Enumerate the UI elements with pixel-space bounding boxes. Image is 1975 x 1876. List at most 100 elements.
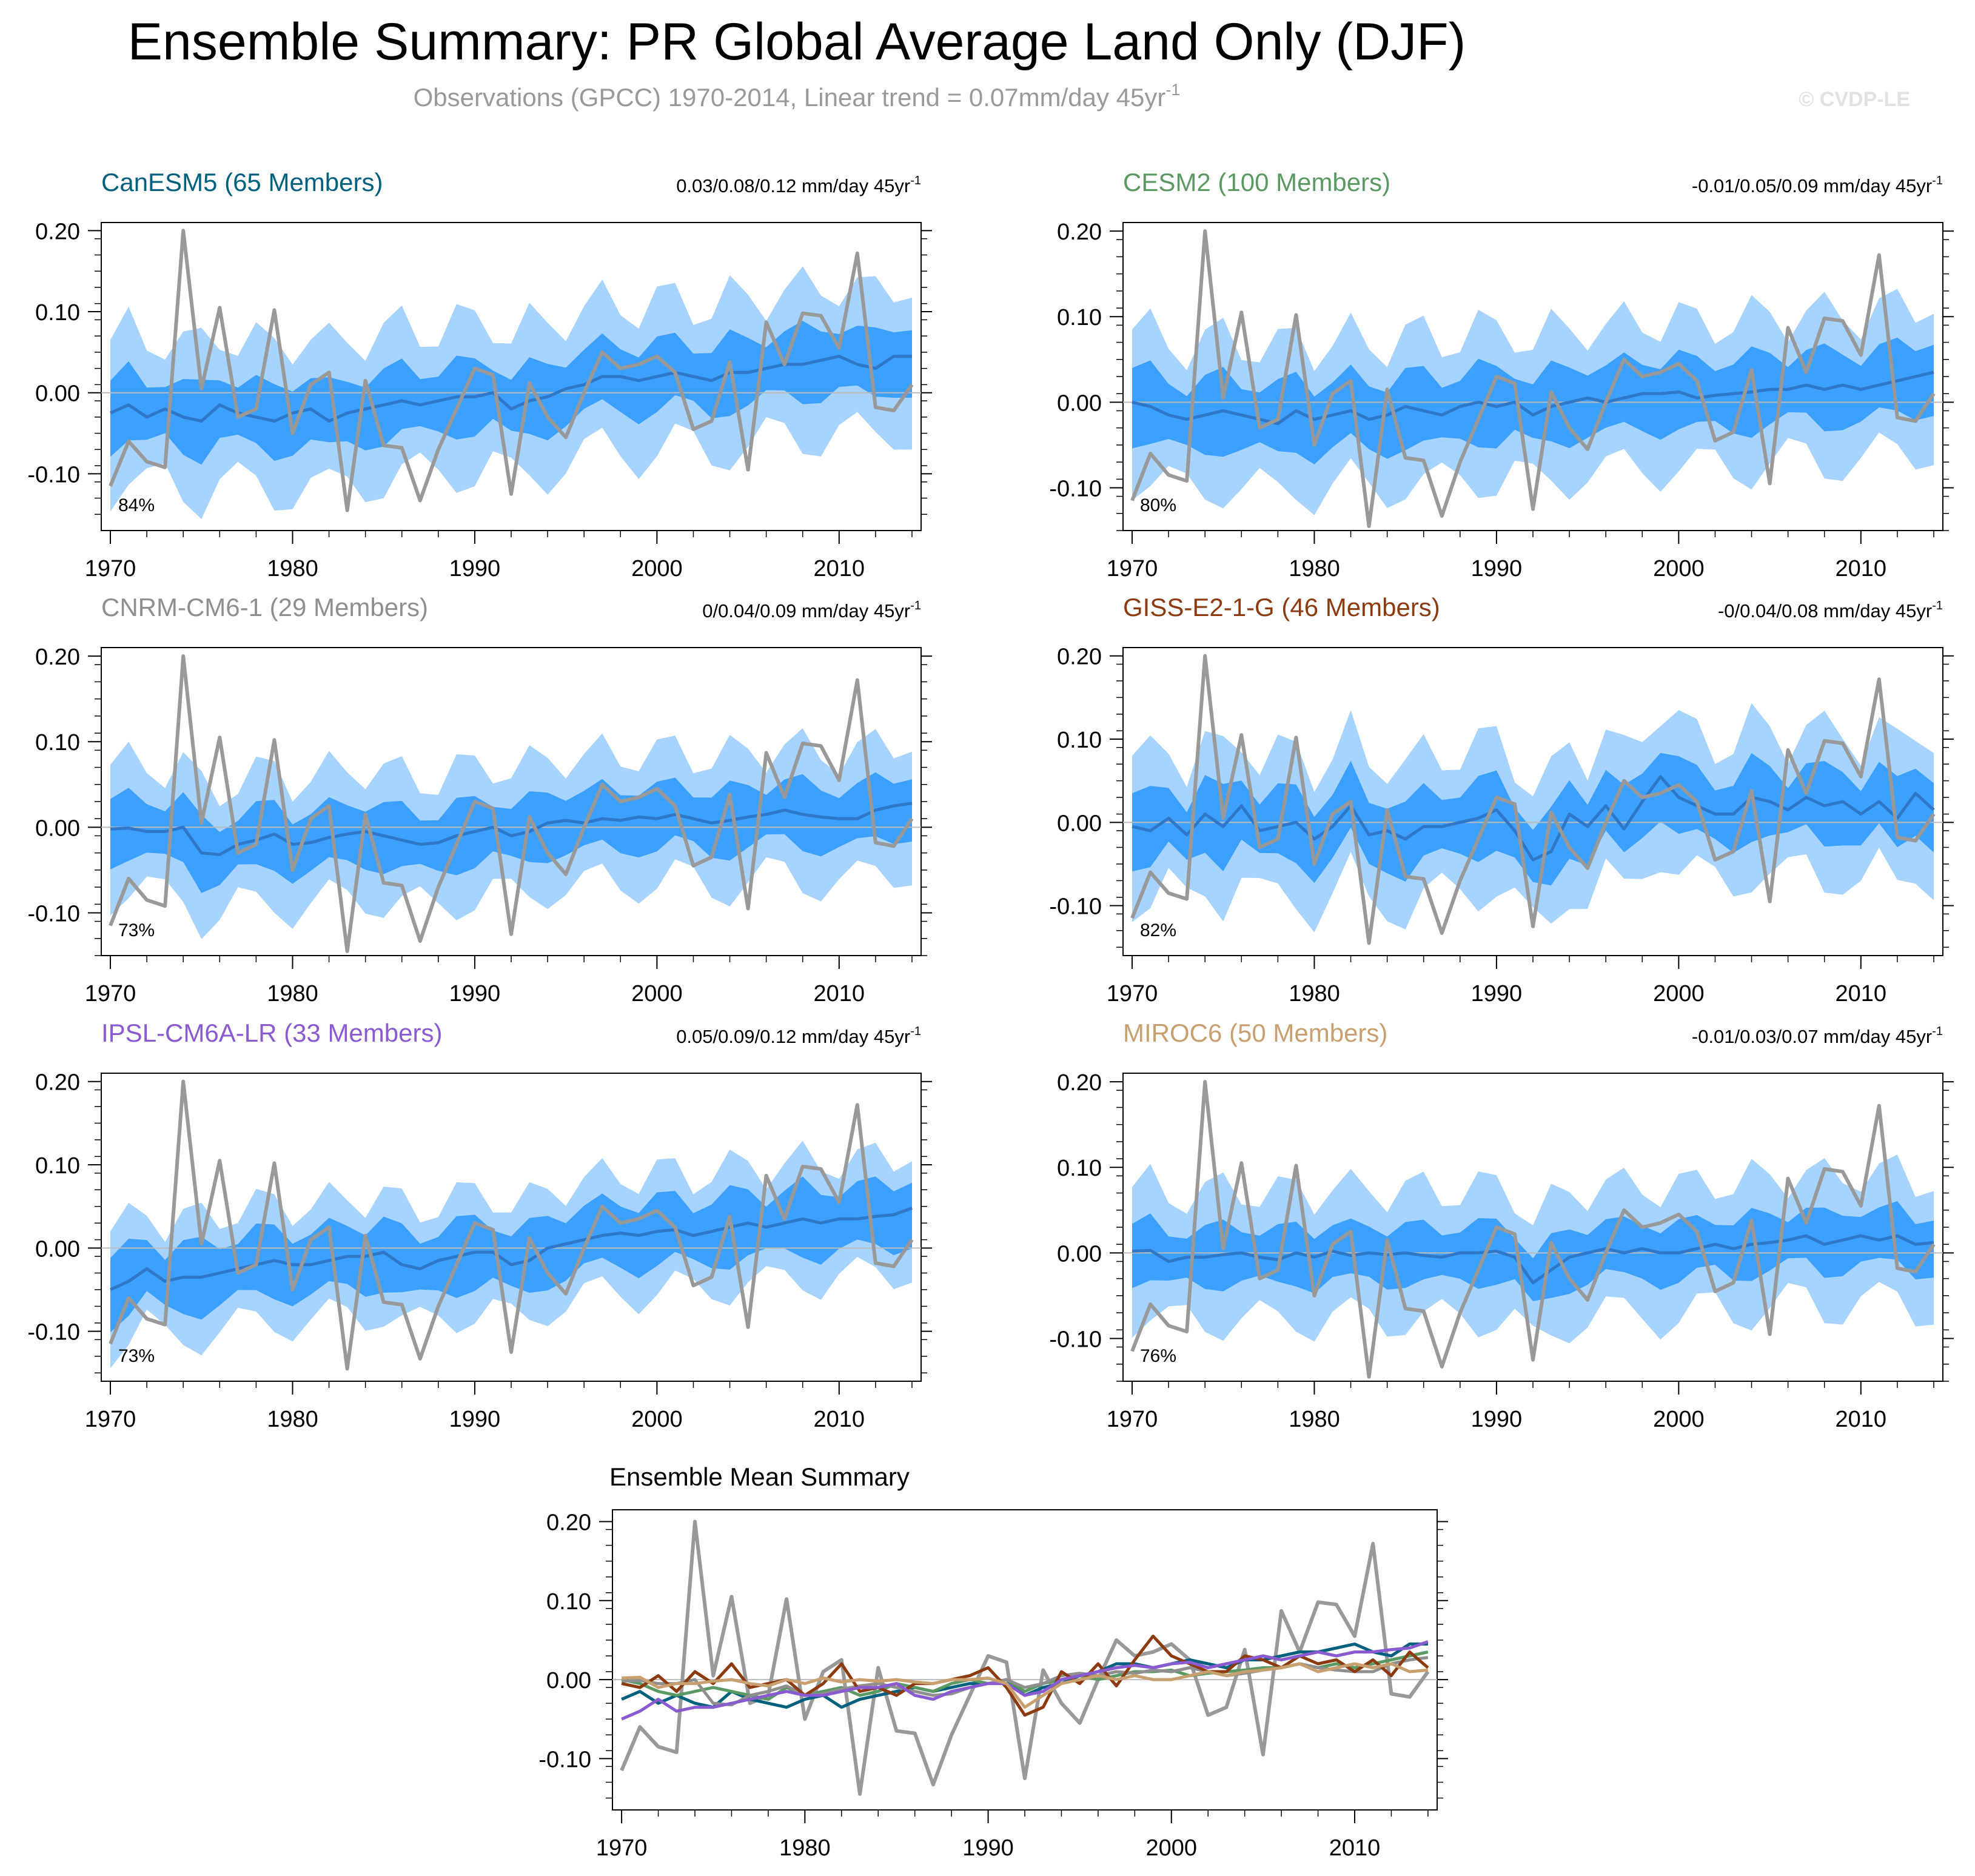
panel-4-xtick-label: 2010 [1836,981,1887,1007]
summary-panel-series-6 [621,1662,1429,1709]
panel-4-xtick-label: 2000 [1653,981,1705,1007]
subtitle-main: Observations (GPCC) 1970-2014, Linear tr… [414,83,1166,112]
panel-6-trend-label: -0.01/0.03/0.07 mm/day 45yr-1 [1692,1025,1943,1047]
panel-2-xtick-label: 2000 [1653,556,1705,581]
panel-6-ytick-label: 0.20 [1057,1070,1102,1096]
panel-3-xtick-label: 1980 [267,981,318,1007]
panel-5-xtick-label: 2010 [814,1407,865,1432]
panel-6-inner-band [1132,1201,1934,1301]
panel-1-xtick-label: 2010 [814,556,865,581]
panel-4-ensemble-mean-line [1132,775,1935,862]
panels-layer: 0.20 0.10 0.00 -0.10 1970 1980 1990 2000 2010 84%… [27,168,1954,1861]
panel-3-ytick-label: 0.20 [35,645,80,670]
panel-6-percent-label: 76% [1140,1346,1176,1366]
panel-4-xtick-label: 1990 [1471,981,1523,1007]
panel-2-xtick-label: 1980 [1289,556,1340,581]
panel-4-ytick-label: 0.10 [1057,728,1102,753]
panel-5-ytick-label: 0.20 [35,1070,80,1096]
panel-4-ytick-label: 0.00 [1057,811,1102,836]
panel-3-ytick-label: -0.10 [27,901,80,926]
panel-6-model-title: MIROC6 (50 Members) [1123,1019,1387,1047]
panel-1-ytick-label: 0.00 [35,381,80,407]
panel-4-ytick-label: 0.20 [1057,645,1102,670]
summary-panel-xtick-label: 1970 [596,1835,648,1861]
summary-panel-frame [612,1509,1438,1811]
panel-1-trend-label: 0.03/0.08/0.12 mm/day 45yr-1 [676,174,921,196]
panel-3-inner-band [110,772,912,893]
panel-1-ytick-label: -0.10 [27,462,80,487]
panel-6-xtick-label: 2000 [1653,1407,1705,1432]
figure-title: Ensemble Summary: PR Global Average Land… [128,13,1466,71]
summary-panel-ytick-label: -0.10 [538,1747,591,1772]
panel-6-xtick-label: 1980 [1289,1407,1340,1432]
panel-5-xtick-label: 1970 [85,1407,136,1432]
panel-6-trend-value: -0.01/0.03/0.07 mm/day 45yr [1692,1026,1932,1047]
summary-panel-xtick-label: 1980 [779,1835,831,1861]
panel-4-xtick-label: 1970 [1107,981,1158,1007]
panel-2-xtick-label: 2010 [1836,556,1887,581]
panel-1-percent-label: 84% [118,495,155,515]
panel-4-trend-value: -0/0.04/0.08 mm/day 45yr [1718,600,1932,621]
panel-6-trend-superscript: -1 [1932,1025,1943,1038]
summary-panel-xtick-label: 2010 [1329,1835,1381,1861]
panel-6-ensemble-mean-line [1132,1234,1934,1285]
summary-panel: 0.20 0.10 0.00 -0.10 1970 1980 1990 2000 2010 Ens… [538,1462,1448,1861]
panel-5-observations-line [109,1079,914,1371]
panel-3-trend-value: 0/0.04/0.09 mm/day 45yr [702,600,910,621]
panel-6-xtick-label: 1970 [1107,1407,1158,1432]
panel-6-ytick-label: 0.10 [1057,1156,1102,1181]
panel-1-model-title: CanESM5 (65 Members) [101,168,383,196]
summary-panel-xtick-label: 2000 [1146,1835,1198,1861]
summary-panel-series-5 [621,1640,1429,1721]
panel-5-trend-value: 0.05/0.09/0.12 mm/day 45yr [676,1026,910,1047]
panel-6-xtick-label: 2010 [1836,1407,1887,1432]
panel-2-ytick-label: 0.10 [1057,305,1102,330]
panel-5-xtick-label: 1980 [267,1407,318,1432]
panel-2: 0.20 0.10 0.00 -0.10 1970 1980 1990 2000 2010 80%… [1049,168,1954,581]
panel-2-ytick-label: 0.00 [1057,390,1102,416]
panel-3-xtick-label: 1990 [449,981,501,1007]
panel-3-model-title: CNRM-CM6-1 (29 Members) [101,593,428,621]
panel-3-xtick-label: 2010 [814,981,865,1007]
panel-5-percent-label: 73% [118,1346,155,1366]
panel-5-ensemble-mean-line [109,1207,913,1291]
panel-6-ytick-label: -0.10 [1049,1327,1102,1352]
panel-6-observations-line [1130,1080,1936,1379]
panel-4-trend-superscript: -1 [1932,599,1943,612]
panel-6-xtick-label: 1990 [1471,1407,1523,1432]
panel-1-xtick-label: 2000 [631,556,683,581]
panel-2-xtick-label: 1990 [1471,556,1523,581]
panel-3-xtick-label: 1970 [85,981,136,1007]
panel-3-trend-superscript: -1 [910,599,921,612]
panel-2-ensemble-mean-line [1132,370,1934,426]
panel-2-trend-value: -0.01/0.05/0.09 mm/day 45yr [1692,175,1932,196]
summary-panel-series-4 [621,1634,1429,1717]
panel-2-trend-superscript: -1 [1932,174,1943,187]
panel-2-trend-label: -0.01/0.05/0.09 mm/day 45yr-1 [1692,174,1943,196]
summary-panel-ytick-label: 0.00 [546,1668,591,1693]
panel-2-xtick-label: 1970 [1107,556,1158,581]
panel-2-model-title: CESM2 (100 Members) [1123,168,1390,196]
panel-3-xtick-label: 2000 [631,981,683,1007]
panel-5: 0.20 0.10 0.00 -0.10 1970 1980 1990 2000 2010 73%… [27,1019,932,1432]
panel-3-percent-label: 73% [118,920,155,940]
panel-2-ytick-label: -0.10 [1049,476,1102,501]
panel-4-observations-line [1130,654,1936,945]
panel-4-outer-band [1132,703,1934,933]
panel-1: 0.20 0.10 0.00 -0.10 1970 1980 1990 2000 2010 84%… [27,168,932,581]
panel-1-trend-value: 0.03/0.08/0.12 mm/day 45yr [676,175,910,196]
panel-1-observations-line [109,229,914,512]
panel-5-trend-label: 0.05/0.09/0.12 mm/day 45yr-1 [676,1025,921,1047]
panel-4: 0.20 0.10 0.00 -0.10 1970 1980 1990 2000 2010 82%… [1049,593,1954,1007]
panel-5-inner-band [110,1176,912,1333]
figure-subtitle: Observations (GPCC) 1970-2014, Linear tr… [414,81,1181,112]
panel-2-percent-label: 80% [1140,495,1176,515]
panel-3-ytick-label: 0.10 [35,730,80,755]
panel-6-outer-band [1132,1154,1934,1344]
panel-1-xtick-label: 1980 [267,556,318,581]
panel-5-xtick-label: 2000 [631,1407,683,1432]
panel-2-observations-line [1130,229,1936,528]
panel-5-model-title: IPSL-CM6A-LR (33 Members) [101,1019,442,1047]
watermark: © CVDP-LE [1799,88,1910,111]
